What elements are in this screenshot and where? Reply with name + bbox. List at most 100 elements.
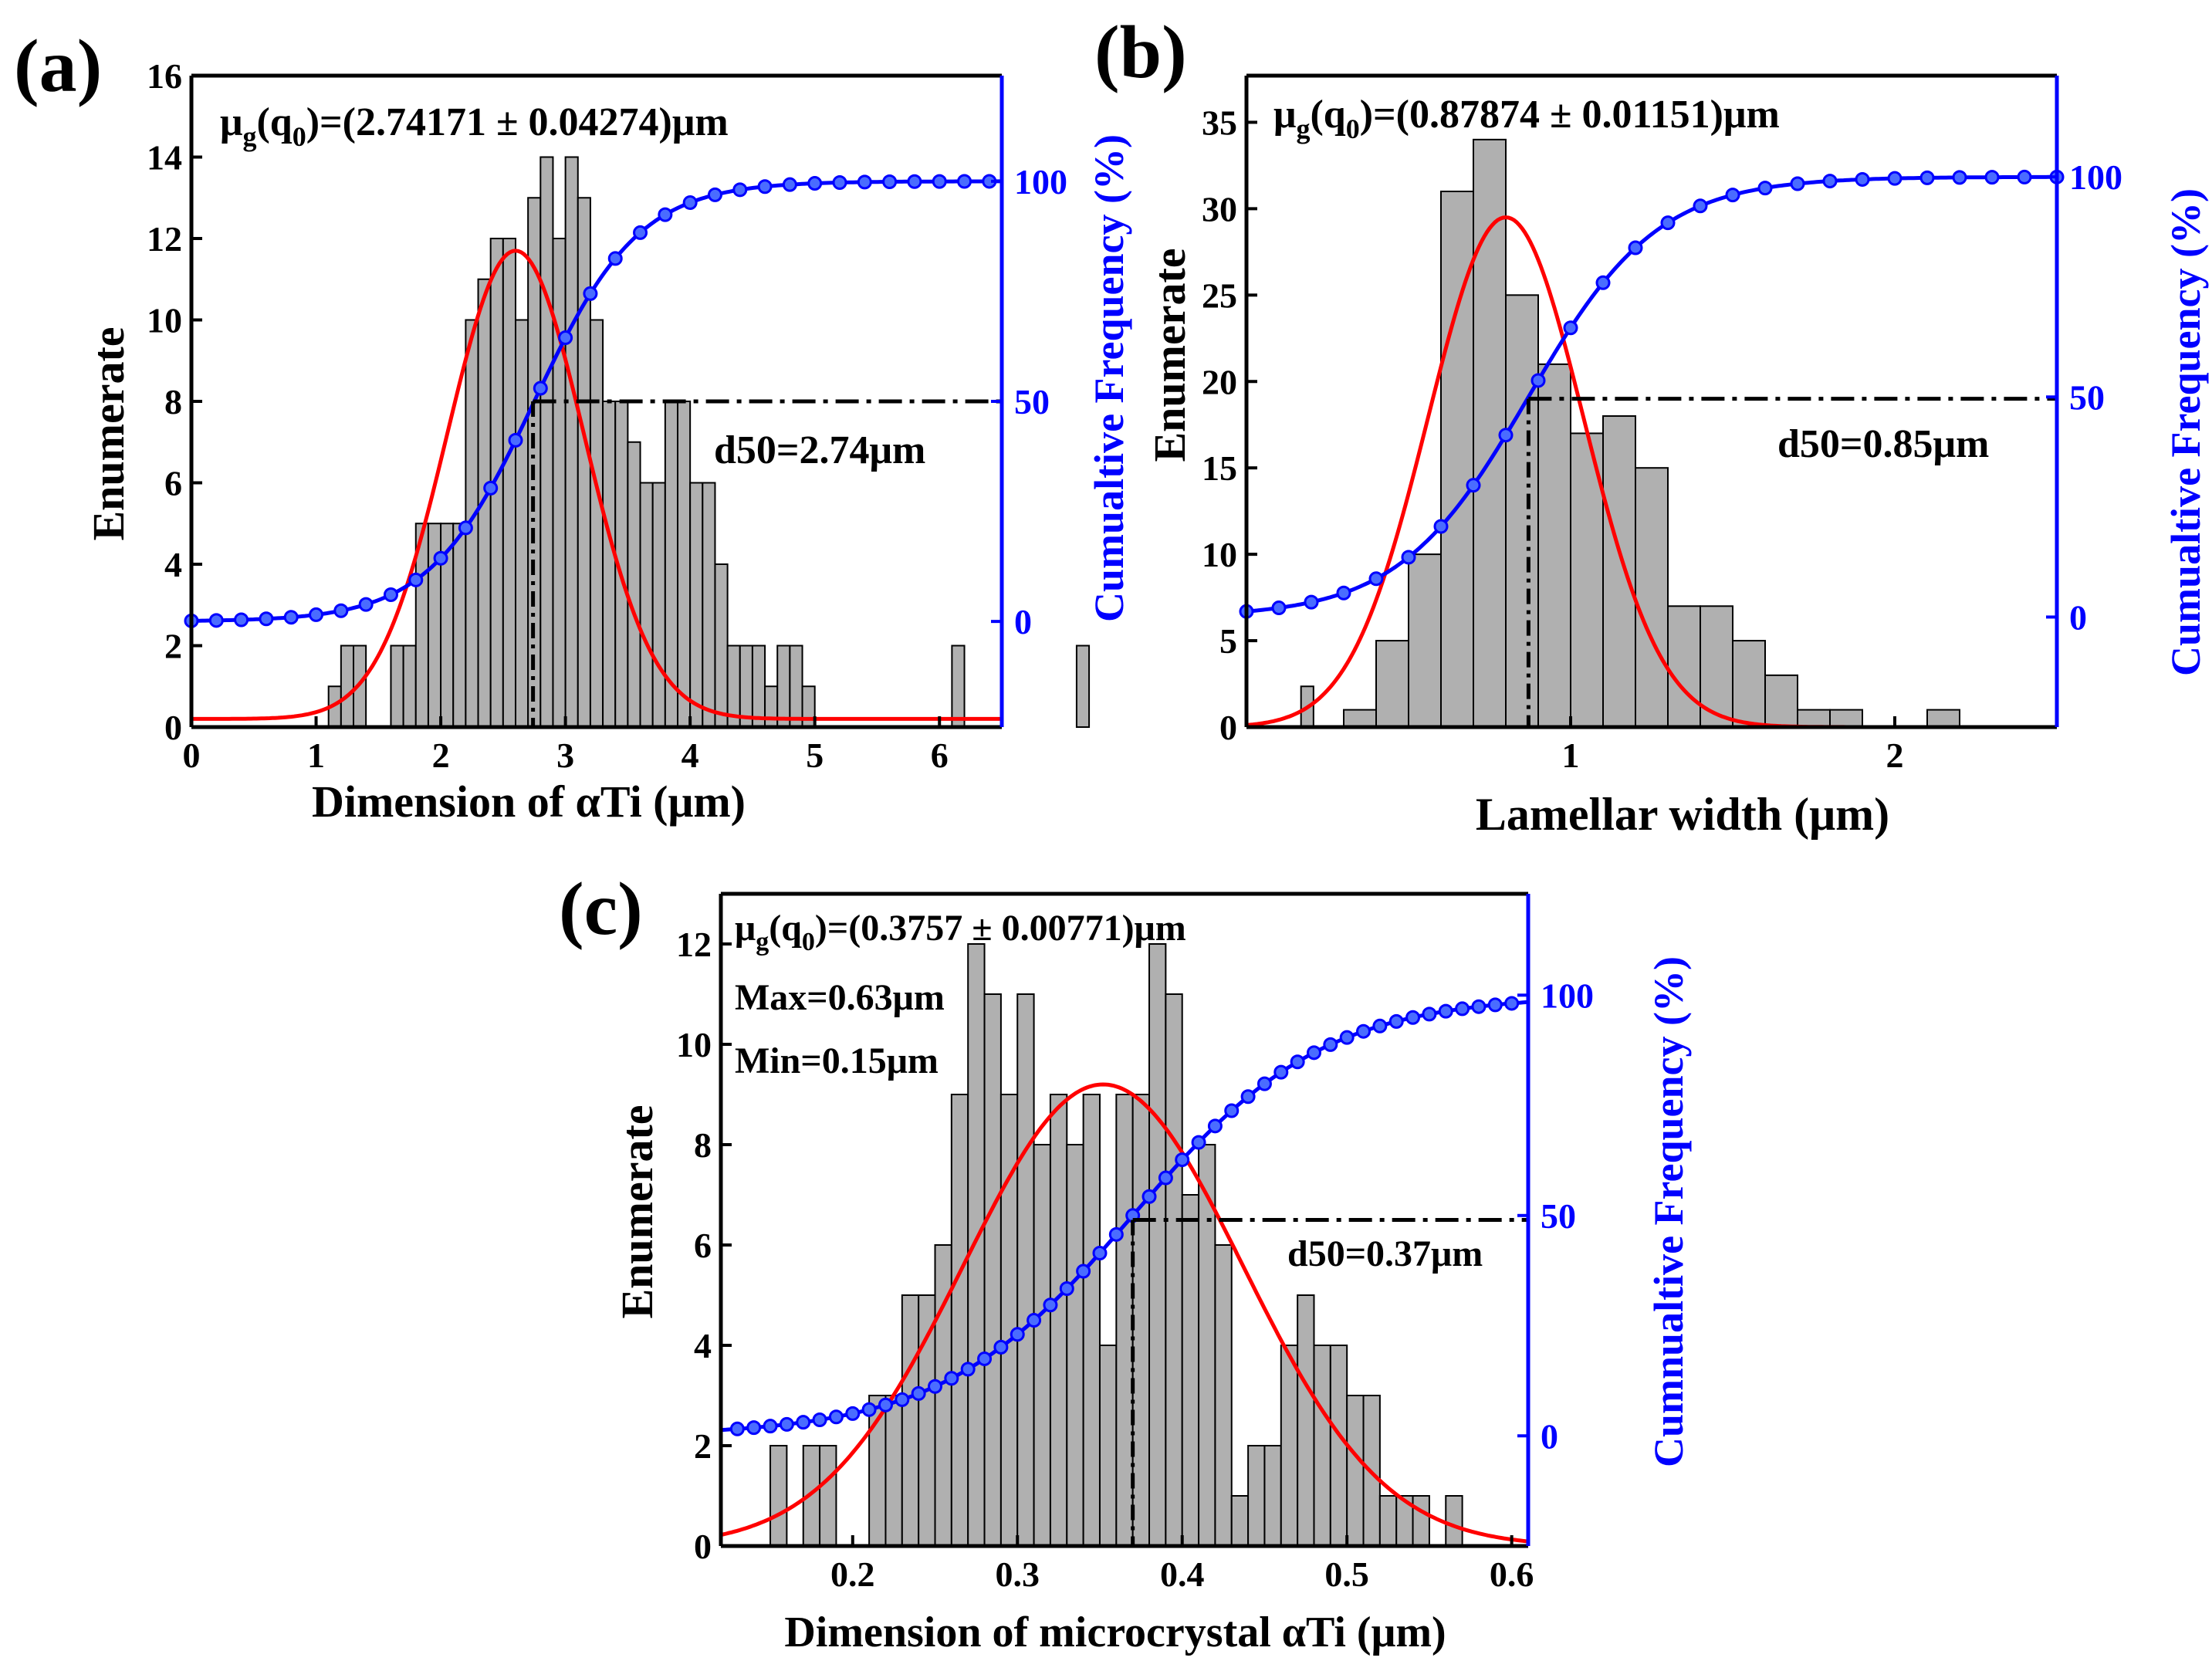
cumulative-point [977, 1351, 993, 1366]
histogram-bar [1440, 190, 1474, 728]
cumulative-point [707, 187, 722, 202]
cumulative-point [1336, 585, 1351, 600]
cumulative-point [845, 1406, 861, 1421]
cumulative-point [782, 177, 797, 192]
cumulative-point [1257, 1076, 1272, 1091]
y-tick-label: 16 [147, 56, 182, 96]
cumulative-point [928, 1379, 943, 1394]
panel-b-stat: μg(q0)=(0.87874 ± 0.01151)μm [1273, 93, 1780, 144]
cumulative-point [957, 174, 972, 189]
x-tick-label: 3 [556, 736, 574, 775]
cumulative-point [1405, 1010, 1421, 1025]
y-tick-label: 10 [676, 1025, 712, 1064]
x-tick-label: 1 [1562, 736, 1580, 775]
y2-tick-label: 100 [2069, 157, 2122, 197]
histogram-bar [1797, 709, 1831, 728]
y-tick-label: 2 [694, 1426, 712, 1466]
cumulative-point [1323, 1037, 1338, 1052]
y-tick-label: 10 [147, 301, 182, 340]
panel-c: (c) 0.2 0.3 0.4 0.5 0.6 0 2 4 6 8 10 12 0 50 100 μg(q0… [559, 868, 1692, 1656]
y-tick-label: 0 [1219, 708, 1237, 747]
cumulative-point [857, 174, 872, 190]
cumulative-point [1010, 1327, 1025, 1342]
y2-tick-label: 0 [1014, 602, 1032, 641]
panel-c-ticks: 0.2 0.3 0.4 0.5 0.6 0 2 4 6 8 10 12 0 50 100 [676, 925, 1594, 1594]
histogram-bar [502, 238, 516, 728]
cumulative-point [1076, 1264, 1091, 1279]
x-tick-label: 2 [1886, 736, 1904, 775]
panel-b-d50 [1526, 397, 2057, 727]
cumulative-point [283, 610, 299, 625]
cumulative-point [1919, 170, 1935, 185]
histogram-bar [1165, 993, 1183, 1547]
cumulative-point [1240, 1089, 1256, 1105]
histogram-bar [1214, 1244, 1233, 1547]
cumulative-point [607, 251, 623, 266]
cumulative-point [729, 1421, 745, 1436]
y-tick-label: 25 [1202, 276, 1237, 315]
cumulative-point [1304, 594, 1319, 610]
cumulative-point [1224, 1103, 1240, 1118]
histogram-bar [1505, 294, 1539, 728]
cumulative-point [763, 1419, 778, 1434]
y-tick-label: 20 [1202, 362, 1237, 401]
y-tick-label: 35 [1202, 103, 1237, 142]
cumulative-point [658, 207, 673, 222]
cumulative-point [1530, 373, 1546, 388]
histogram-bar [639, 482, 654, 728]
cumulative-point [333, 603, 349, 618]
cumulative-point [1422, 1006, 1437, 1022]
histogram-bar [1378, 1495, 1398, 1547]
x-tick-label: 0.3 [995, 1555, 1040, 1594]
cumulative-point [1339, 1030, 1355, 1045]
y2-tick-label: 100 [1541, 976, 1594, 1015]
y-tick-label: 6 [694, 1226, 712, 1265]
cumulative-point [1191, 1135, 1206, 1150]
histogram-bar [1829, 709, 1863, 728]
y2-tick-label: 50 [1014, 382, 1050, 421]
cumulative-point [1043, 1297, 1058, 1313]
cumulative-point [1290, 1054, 1305, 1070]
cumulative-point [433, 550, 448, 566]
panel-c-points [729, 996, 1520, 1436]
histogram-bar [1732, 640, 1766, 728]
histogram-bar [801, 685, 816, 728]
cumulative-point [234, 612, 249, 628]
panel-b-ylabel-right: Cumualtive Frequency (%) [2163, 188, 2209, 676]
histogram-bar [1148, 943, 1167, 1547]
x-tick-label: 4 [682, 736, 699, 775]
histogram-bar [702, 482, 716, 728]
panel-a-ylabel: Enumerate [83, 326, 134, 540]
x-tick-label: 0.2 [830, 1555, 875, 1594]
histogram-bar [884, 1395, 903, 1547]
panel-b-label: (b) [1094, 11, 1187, 94]
cumulative-point [1471, 999, 1487, 1014]
histogram-bar [602, 401, 617, 728]
cumulative-point [907, 174, 922, 189]
y2-tick-label: 0 [2069, 597, 2087, 637]
histogram-bar [1667, 605, 1701, 728]
cumulative-point [1158, 1170, 1173, 1186]
histogram-bar [689, 482, 704, 728]
histogram-bar [1412, 1495, 1430, 1547]
histogram-bar [1313, 1345, 1331, 1547]
cumulative-point [812, 1412, 827, 1427]
histogram-bar [1343, 709, 1377, 728]
histogram-bar [390, 644, 404, 728]
x-tick-label: 0.6 [1490, 1555, 1534, 1594]
y2-tick-label: 50 [1541, 1196, 1576, 1236]
histogram-bar [918, 1294, 936, 1547]
cumulative-point [960, 1362, 976, 1377]
normal-fit-curve [191, 249, 1002, 721]
histogram-bar [515, 319, 529, 728]
panel-c-max-label: Max=0.63μm [735, 977, 945, 1018]
histogram-bar [1066, 1144, 1084, 1547]
panel-c-d50-label: d50=0.37μm [1287, 1233, 1483, 1274]
histogram-bar [789, 644, 803, 728]
y-tick-label: 2 [164, 627, 182, 666]
cumulative-point [583, 286, 598, 301]
y-tick-label: 0 [694, 1527, 712, 1566]
cumulative-point [1438, 1003, 1453, 1019]
cumulative-point [882, 174, 898, 190]
